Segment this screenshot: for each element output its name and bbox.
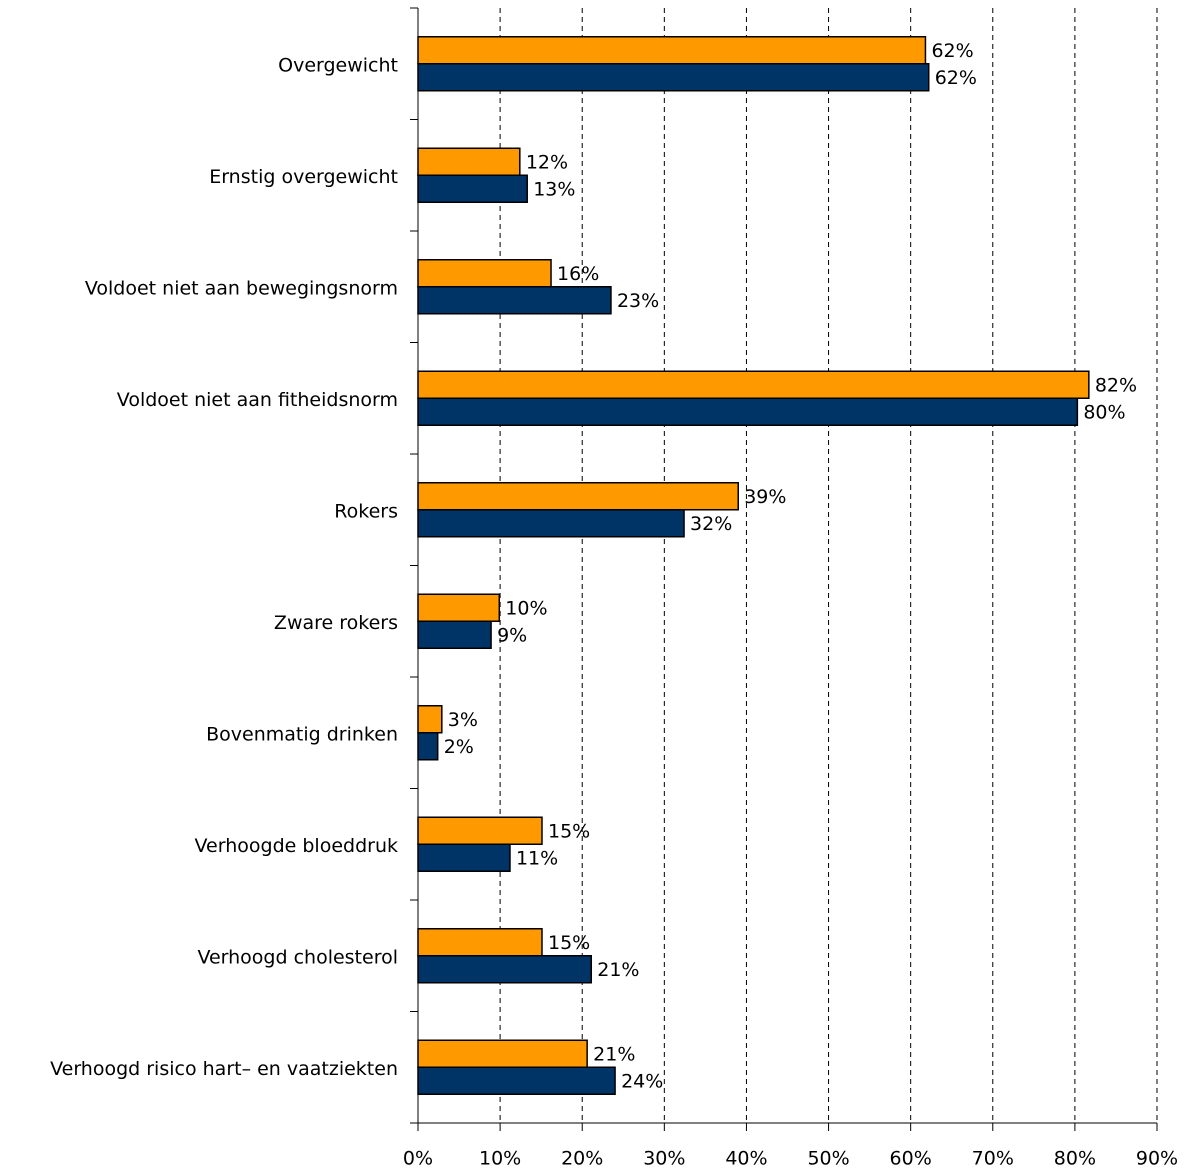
y-tick-label: Zware rokers bbox=[274, 612, 398, 634]
data-label: 21% bbox=[597, 959, 639, 981]
bar bbox=[417, 286, 612, 315]
data-label: 15% bbox=[548, 820, 590, 842]
bar bbox=[417, 482, 739, 511]
bar bbox=[417, 36, 927, 65]
bar bbox=[417, 928, 543, 957]
data-label: 9% bbox=[497, 624, 527, 646]
data-label: 80% bbox=[1083, 401, 1125, 423]
y-tick-label: Ernstig overgewicht bbox=[209, 166, 398, 188]
y-tick-label: Verhoogde bloeddruk bbox=[195, 835, 398, 857]
bar bbox=[417, 1066, 616, 1095]
x-tick-label: 10% bbox=[479, 1148, 521, 1170]
y-tick-label: Verhoogd cholesterol bbox=[197, 946, 398, 968]
x-tick-label: 30% bbox=[643, 1148, 685, 1170]
bar bbox=[417, 259, 552, 288]
y-tick-label: Overgewicht bbox=[278, 54, 398, 76]
data-label: 10% bbox=[505, 597, 547, 619]
data-label: 39% bbox=[744, 486, 786, 508]
bar bbox=[417, 147, 521, 176]
data-label: 12% bbox=[526, 151, 568, 173]
y-tick-label: Voldoet niet aan fitheidsnorm bbox=[117, 389, 398, 411]
x-tick-label: 40% bbox=[725, 1148, 767, 1170]
x-tick-label: 80% bbox=[1054, 1148, 1096, 1170]
data-label: 62% bbox=[935, 67, 977, 89]
bar bbox=[417, 1039, 588, 1068]
data-label: 2% bbox=[444, 736, 474, 758]
data-label: 3% bbox=[448, 709, 478, 731]
data-label: 24% bbox=[621, 1070, 663, 1092]
x-tick-label: 60% bbox=[890, 1148, 932, 1170]
bar bbox=[417, 705, 443, 734]
bar bbox=[417, 63, 930, 92]
x-tick-label: 70% bbox=[972, 1148, 1014, 1170]
y-tick-label: Rokers bbox=[334, 500, 398, 522]
bar bbox=[417, 620, 492, 649]
x-tick-label: 20% bbox=[561, 1148, 603, 1170]
data-label: 62% bbox=[931, 40, 973, 62]
bar bbox=[417, 370, 1090, 399]
data-label: 82% bbox=[1095, 374, 1137, 396]
bar bbox=[417, 174, 528, 203]
y-tick-label: Bovenmatig drinken bbox=[206, 723, 398, 745]
data-label: 23% bbox=[617, 290, 659, 312]
bar bbox=[417, 397, 1079, 426]
y-tick-label: Voldoet niet aan bewegingsnorm bbox=[85, 277, 398, 299]
data-label: 11% bbox=[516, 847, 558, 869]
bar bbox=[417, 593, 501, 622]
x-tick-label: 50% bbox=[807, 1148, 849, 1170]
bar bbox=[417, 732, 439, 761]
data-label: 16% bbox=[557, 263, 599, 285]
bar bbox=[417, 843, 511, 872]
bar bbox=[417, 509, 685, 538]
y-tick-label: Verhoogd risico hart– en vaatziekten bbox=[50, 1058, 398, 1080]
x-tick-label: 0% bbox=[403, 1148, 433, 1170]
x-tick-label: 90% bbox=[1136, 1148, 1178, 1170]
data-label: 32% bbox=[690, 513, 732, 535]
bar bbox=[417, 955, 593, 984]
bar bbox=[417, 816, 543, 845]
data-label: 13% bbox=[533, 178, 575, 200]
data-label: 21% bbox=[593, 1043, 635, 1065]
data-label: 15% bbox=[548, 932, 590, 954]
